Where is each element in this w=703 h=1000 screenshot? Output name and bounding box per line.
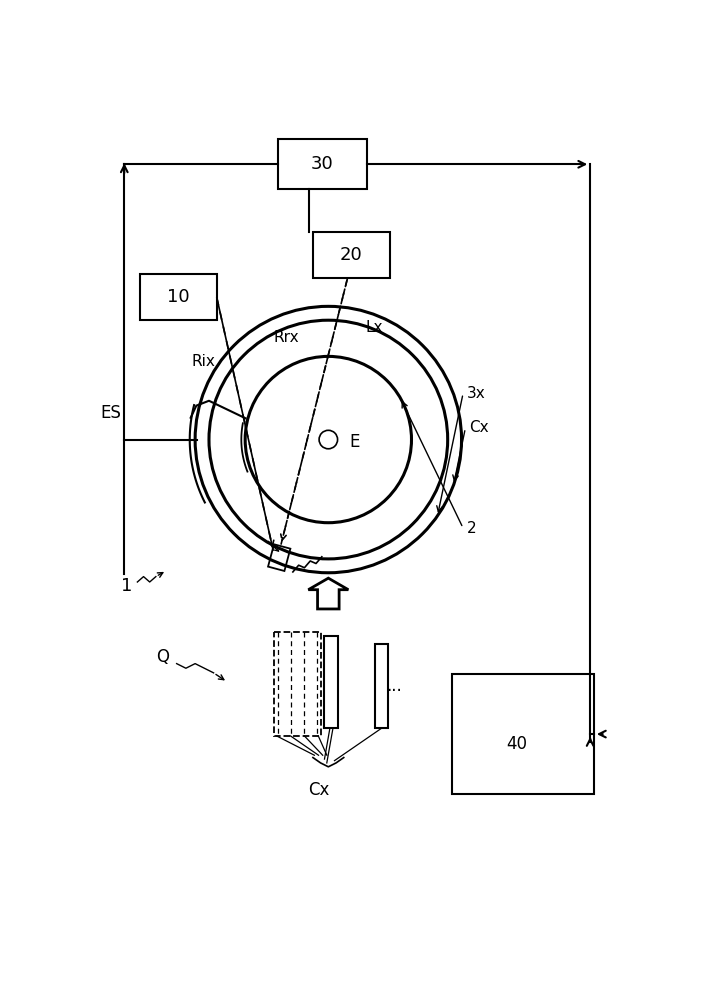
Bar: [451, 674, 594, 794]
Polygon shape: [309, 578, 349, 609]
Bar: [375, 644, 388, 728]
Text: 10: 10: [167, 288, 190, 306]
Bar: [325, 636, 338, 728]
Text: Q: Q: [156, 648, 169, 666]
Bar: [278, 139, 367, 189]
Text: 3x: 3x: [467, 386, 486, 401]
Bar: [140, 274, 217, 320]
Text: 20: 20: [340, 246, 363, 264]
Text: E: E: [349, 433, 359, 451]
Text: ES: ES: [101, 404, 122, 422]
Bar: [313, 232, 390, 278]
Bar: [268, 544, 290, 571]
Text: 30: 30: [311, 155, 334, 173]
Text: 2: 2: [467, 521, 477, 536]
Text: Cx: Cx: [309, 781, 330, 799]
Bar: [274, 632, 321, 736]
Text: 1: 1: [121, 577, 132, 595]
Text: Lx: Lx: [366, 320, 383, 335]
Text: ...: ...: [386, 677, 401, 695]
Text: Rrx: Rrx: [273, 330, 299, 345]
Text: Cx: Cx: [469, 420, 489, 436]
Text: Rix: Rix: [192, 354, 216, 369]
Text: 40: 40: [506, 735, 527, 753]
